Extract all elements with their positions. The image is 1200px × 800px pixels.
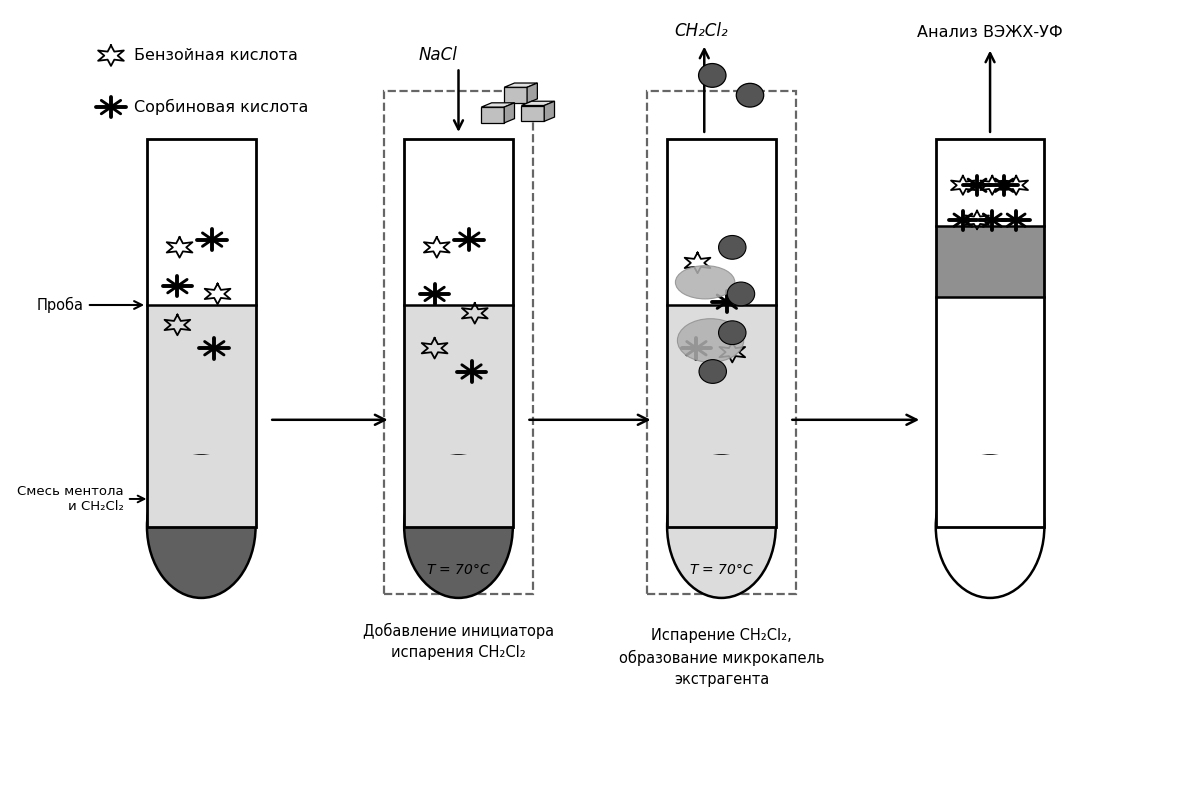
Polygon shape [504,83,538,87]
Bar [667,138,775,305]
Ellipse shape [678,318,744,362]
Text: Проба: Проба [37,297,142,313]
Text: Добавление инициатора
испарения CH₂Cl₂: Добавление инициатора испарения CH₂Cl₂ [362,623,554,660]
Bar [936,297,1044,526]
Text: CH₂Cl₂: CH₂Cl₂ [674,22,727,40]
Polygon shape [521,102,554,106]
Bar [146,305,256,526]
Text: Испарение CH₂Cl₂,
образование микрокапель
экстрагента: Испарение CH₂Cl₂, образование микрокапел… [619,628,824,686]
Bar [146,138,256,305]
Polygon shape [481,103,515,107]
Ellipse shape [667,455,775,598]
Bar [146,138,256,526]
Bar [404,138,512,305]
Bar [667,455,775,526]
Ellipse shape [700,360,726,383]
Text: $T$ = 70°C: $T$ = 70°C [426,563,491,578]
Text: Смесь ментола
и CH₂Cl₂: Смесь ментола и CH₂Cl₂ [18,485,144,513]
Ellipse shape [676,266,734,299]
Ellipse shape [936,455,1044,598]
Ellipse shape [737,83,763,107]
Ellipse shape [146,455,256,598]
Bar [404,305,512,526]
Ellipse shape [404,455,512,598]
Bar [404,455,512,526]
Text: NaCl: NaCl [419,46,457,63]
Bar [936,138,1044,226]
Ellipse shape [719,235,746,259]
Polygon shape [504,103,515,123]
Bar [146,455,256,526]
Bar [384,91,533,594]
Bar [481,107,504,123]
Polygon shape [527,83,538,103]
Text: Анализ ВЭЖХ-УФ: Анализ ВЭЖХ-УФ [917,25,1063,40]
Text: Сорбиновая кислота: Сорбиновая кислота [134,99,308,115]
Text: $T$ = 70°C: $T$ = 70°C [689,563,754,578]
Bar [936,455,1044,526]
Bar [504,87,527,103]
Bar [936,226,1044,297]
Ellipse shape [698,63,726,87]
Bar [936,138,1044,526]
Text: Бензойная кислота: Бензойная кислота [134,48,298,63]
Bar [667,305,775,526]
Ellipse shape [727,282,755,306]
Bar [667,138,775,526]
Polygon shape [545,102,554,122]
Bar [521,106,545,122]
Bar [404,138,512,526]
Bar [647,91,797,594]
Ellipse shape [719,321,746,345]
